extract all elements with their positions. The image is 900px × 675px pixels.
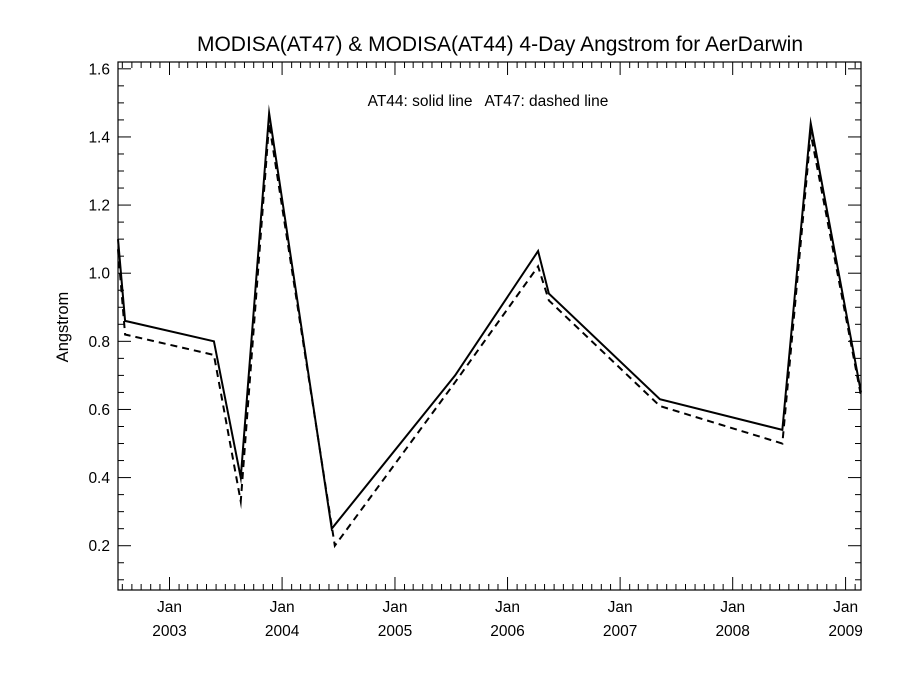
x-tick-year-label: 2006: [490, 623, 524, 640]
x-tick-year-label: 2009: [828, 623, 862, 640]
y-tick-label: 0.8: [88, 334, 110, 351]
x-tick-month-label: Jan: [495, 599, 520, 616]
y-axis: 0.2 0.4 0.6 0.8 1.0 1.2 1.4 1.6: [88, 61, 861, 581]
chart-annotation: AT44: solid line AT47: dashed line: [368, 93, 609, 110]
x-tick-year-label: 2008: [715, 623, 749, 640]
x-axis: Jan 2003 Jan 2004 Jan 2005 Jan 2006 Jan 2007 Jan 20…: [121, 62, 863, 640]
plot-frame: [117, 61, 862, 591]
x-tick-year-label: 2004: [265, 623, 300, 640]
x-tick-month-label: Jan: [157, 599, 182, 616]
series-line-at47: [117, 114, 862, 549]
x-tick-month-label: Jan: [608, 599, 633, 616]
x-tick-month-label: Jan: [270, 599, 295, 616]
series-layer: [117, 104, 862, 549]
y-axis-label: Angstrom: [54, 292, 72, 363]
y-tick-label: 0.2: [88, 538, 110, 555]
y-tick-label: 0.4: [88, 470, 110, 487]
chart-title: MODISA(AT47) & MODISA(AT44) 4-Day Angstr…: [197, 33, 803, 56]
x-tick-year-label: 2007: [603, 623, 637, 640]
x-tick-month-label: Jan: [382, 599, 407, 616]
y-tick-label: 1.2: [88, 198, 110, 215]
y-tick-label: 1.0: [88, 266, 110, 283]
x-tick-year-label: 2005: [378, 623, 412, 640]
x-tick-month-label: Jan: [833, 599, 858, 616]
y-tick-label: 1.4: [88, 129, 110, 146]
x-tick-year-label: 2003: [152, 623, 186, 640]
y-tick-label: 0.6: [88, 402, 110, 419]
series-line-at44: [117, 104, 862, 532]
y-tick-label: 1.6: [88, 61, 110, 78]
x-tick-month-label: Jan: [720, 599, 745, 616]
